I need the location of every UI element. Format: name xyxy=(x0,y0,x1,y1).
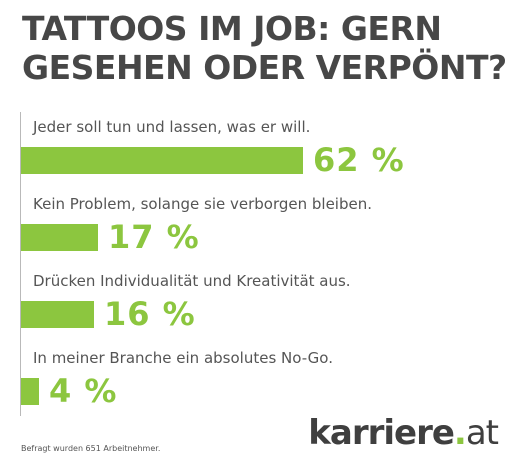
logo-dot: . xyxy=(453,413,467,453)
category-label: Kein Problem, solange sie verborgen blei… xyxy=(33,195,372,213)
karriere-logo[interactable]: karriere.at xyxy=(308,413,499,453)
chart-row: In meiner Branche ein absolutes No-Go. 4 … xyxy=(21,343,481,420)
footnote: Befragt wurden 651 Arbeitnehmer. xyxy=(21,444,161,453)
logo-main-text: karriere xyxy=(308,413,455,453)
category-label: Jeder soll tun und lassen, was er will. xyxy=(33,118,311,136)
chart-row: Kein Problem, solange sie verborgen blei… xyxy=(21,189,481,266)
value-label: 17 % xyxy=(108,218,200,256)
category-label: In meiner Branche ein absolutes No-Go. xyxy=(33,349,333,367)
value-label: 62 % xyxy=(313,141,405,179)
bar xyxy=(21,378,39,405)
logo-tld: at xyxy=(465,413,499,453)
chart-row: Jeder soll tun und lassen, was er will. 6… xyxy=(21,112,481,189)
chart-title-line-2: GESEHEN ODER VERPÖNT? xyxy=(22,48,507,87)
value-label: 16 % xyxy=(104,295,196,333)
bar xyxy=(21,301,94,328)
bar xyxy=(21,147,303,174)
bar xyxy=(21,224,98,251)
value-label: 4 % xyxy=(49,372,118,410)
chart-title: TATTOOS IM JOB: GERN GESEHEN ODER VERPÖN… xyxy=(22,9,507,87)
chart-row: Drücken Individualität und Kreativität a… xyxy=(21,266,481,343)
category-label: Drücken Individualität und Kreativität a… xyxy=(33,272,351,290)
chart-title-line-1: TATTOOS IM JOB: GERN xyxy=(22,9,442,48)
bar-chart: Jeder soll tun und lassen, was er will. 6… xyxy=(20,112,404,416)
